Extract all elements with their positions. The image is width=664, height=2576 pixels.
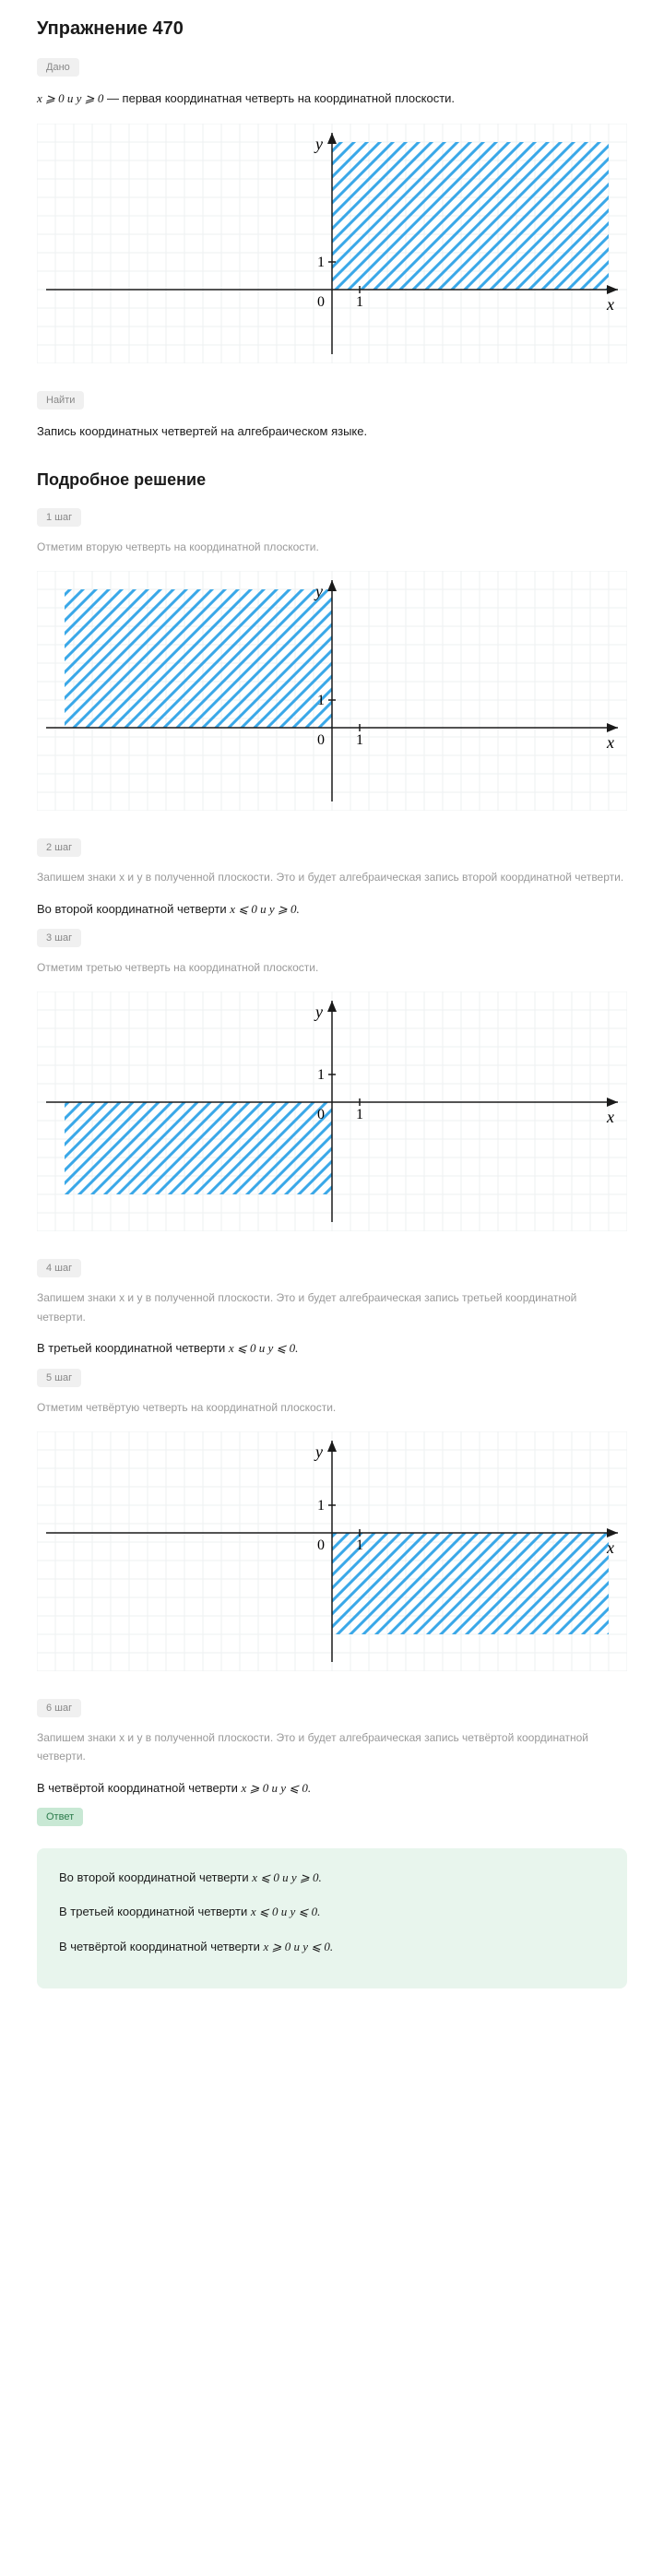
step-2-gray: Запишем знаки x и y в полученной плоскос… — [37, 868, 627, 886]
given-text: x ⩾ 0 и y ⩾ 0 — первая координатная четв… — [37, 88, 627, 109]
answer-1: Во второй координатной четверти x ⩽ 0 и … — [59, 1867, 605, 1888]
find-badge: Найти — [37, 391, 84, 410]
svg-text:x: x — [606, 1108, 614, 1126]
step-4-badge: 4 шаг — [37, 1259, 81, 1277]
answer-1-prefix: Во второй координатной четверти — [59, 1870, 252, 1884]
chart-q3: 0 1 1 x y — [37, 991, 627, 1231]
step-5-badge: 5 шаг — [37, 1369, 81, 1387]
answer-2-prefix: В третьей координатной четверти — [59, 1905, 251, 1918]
answer-2-formula: x ⩽ 0 и y ⩽ 0. — [251, 1905, 321, 1918]
step-6-prefix: В четвёртой координатной четверти — [37, 1781, 242, 1795]
answer-2: В третьей координатной четверти x ⩽ 0 и … — [59, 1901, 605, 1922]
svg-text:0: 0 — [317, 1537, 325, 1553]
svg-text:1: 1 — [356, 294, 363, 310]
step-6-badge: 6 шаг — [37, 1699, 81, 1717]
step-6-gray: Запишем знаки x и y в полученной плоскос… — [37, 1728, 627, 1766]
step-4-gray: Запишем знаки x и y в полученной плоскос… — [37, 1288, 627, 1326]
svg-text:x: x — [606, 733, 614, 752]
answer-box: Во второй координатной четверти x ⩽ 0 и … — [37, 1848, 627, 1988]
step-3-badge: 3 шаг — [37, 929, 81, 947]
svg-text:y: y — [314, 135, 323, 153]
svg-text:1: 1 — [317, 693, 325, 708]
step-6-formula: x ⩾ 0 и y ⩽ 0. — [242, 1781, 312, 1795]
svg-text:1: 1 — [356, 1107, 363, 1122]
svg-text:1: 1 — [317, 255, 325, 270]
answer-3-prefix: В четвёртой координатной четверти — [59, 1940, 264, 1953]
step-1-text: Отметим вторую четверть на координатной … — [37, 538, 627, 556]
svg-text:y: y — [314, 582, 323, 600]
answer-1-formula: x ⩽ 0 и y ⩾ 0. — [252, 1870, 322, 1884]
chart-q4: 0 1 1 x y — [37, 1431, 627, 1671]
step-2-text: Во второй координатной четверти x ⩽ 0 и … — [37, 898, 627, 920]
step-4-text: В третьей координатной четверти x ⩽ 0 и … — [37, 1337, 627, 1359]
svg-text:1: 1 — [356, 732, 363, 748]
given-formula: x ⩾ 0 и y ⩾ 0 — [37, 91, 103, 105]
given-suffix: — первая координатная четверть на коорди… — [103, 91, 455, 105]
step-1-badge: 1 шаг — [37, 508, 81, 527]
answer-3-formula: x ⩾ 0 и y ⩽ 0. — [264, 1940, 334, 1953]
answer-badge: Ответ — [37, 1808, 83, 1826]
svg-text:1: 1 — [356, 1537, 363, 1553]
chart-q1: 0 1 1 x y — [37, 124, 627, 363]
svg-text:0: 0 — [317, 732, 325, 748]
svg-text:y: y — [314, 1003, 323, 1021]
step-4-prefix: В третьей координатной четверти — [37, 1341, 229, 1355]
step-2-prefix: Во второй координатной четверти — [37, 902, 230, 916]
step-6-text: В четвёртой координатной четверти x ⩾ 0 … — [37, 1777, 627, 1798]
svg-text:1: 1 — [317, 1498, 325, 1514]
svg-text:y: y — [314, 1442, 323, 1461]
step-2-formula: x ⩽ 0 и y ⩾ 0. — [230, 902, 300, 916]
page-title: Упражнение 470 — [37, 18, 627, 40]
svg-text:0: 0 — [317, 1107, 325, 1122]
answer-3: В четвёртой координатной четверти x ⩾ 0 … — [59, 1936, 605, 1957]
solution-title: Подробное решение — [37, 470, 627, 490]
given-badge: Дано — [37, 58, 79, 77]
step-4-formula: x ⩽ 0 и y ⩽ 0. — [229, 1341, 299, 1355]
step-2-badge: 2 шаг — [37, 838, 81, 857]
svg-text:1: 1 — [317, 1067, 325, 1083]
svg-text:x: x — [606, 295, 614, 314]
svg-text:0: 0 — [317, 294, 325, 310]
svg-text:x: x — [606, 1538, 614, 1557]
chart-q2: 0 1 1 x y — [37, 571, 627, 811]
step-5-text: Отметим четвёртую четверть на координатн… — [37, 1398, 627, 1417]
step-3-text: Отметим третью четверть на координатной … — [37, 958, 627, 977]
find-text: Запись координатных четвертей на алгебра… — [37, 421, 627, 442]
